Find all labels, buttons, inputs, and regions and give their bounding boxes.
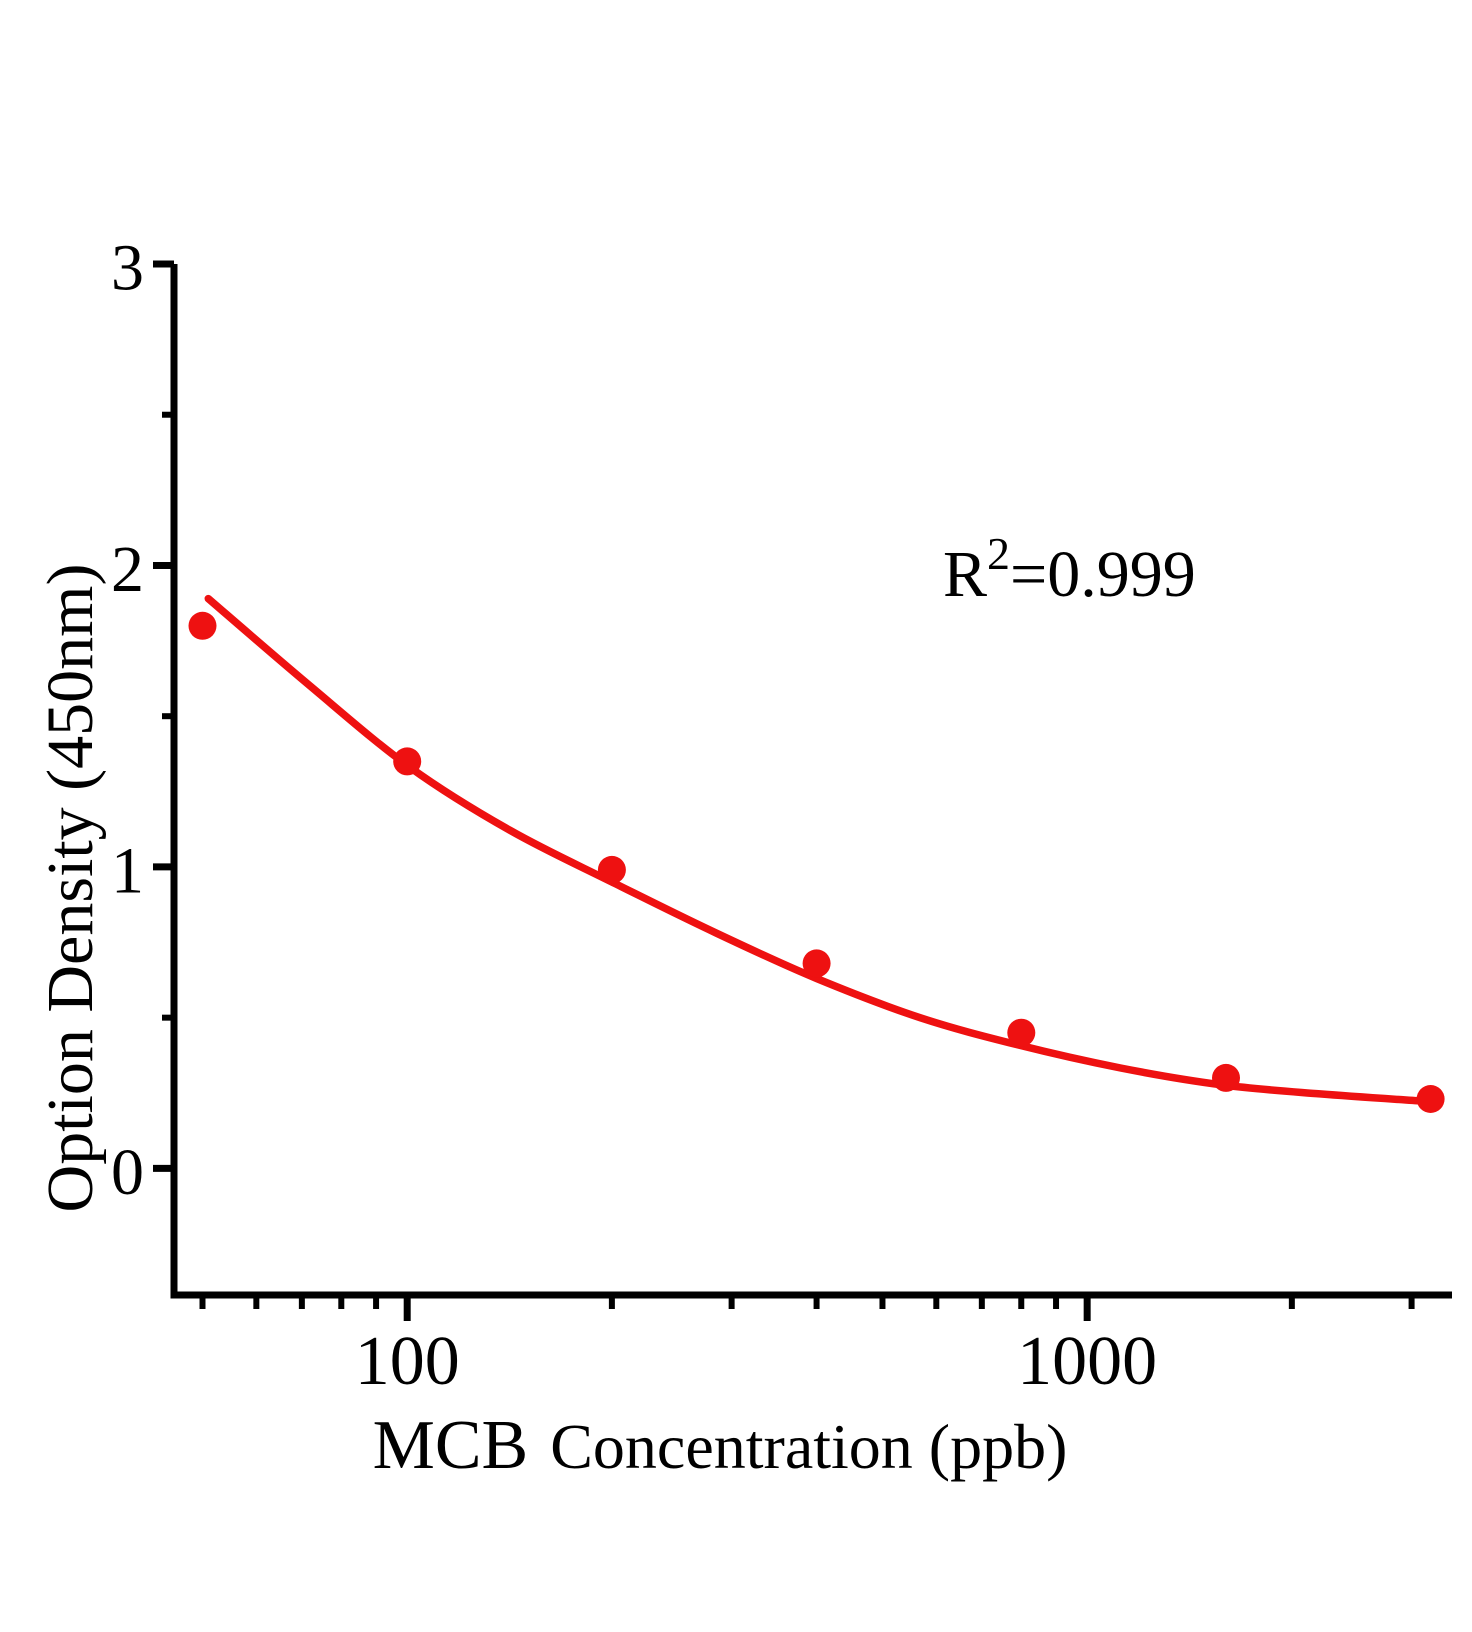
y-tick-label: 2 [111,533,144,606]
x-axis-title: MCB Concentration (ppb) [373,1407,1068,1484]
data-point [393,747,422,776]
data-point [1212,1063,1240,1092]
axes-layer [170,264,1452,1299]
y-tick-label: 1 [111,834,144,907]
y-axis-title: Option Density (450nm) [40,564,107,1213]
point-layer [188,611,1445,1113]
x-tick-label: 1000 [1017,1323,1157,1400]
axis-lines [170,264,1452,1299]
text-layer: MCB Concentration (ppb) Option Density (45… [40,528,1196,1484]
data-point [188,611,217,640]
x-tick-label: 100 [355,1323,460,1400]
chart-svg: 0 1 2 3 100 1000 MCB Concentration (ppb) Option… [40,232,1452,1484]
curve-layer [204,594,1428,1105]
data-point [597,855,626,884]
tick-label-layer: 0 1 2 3 100 1000 [111,232,1157,1401]
y-tick-label: 3 [111,232,144,305]
data-point [802,949,831,978]
data-point [1007,1018,1036,1047]
r-squared-annotation: R2=0.999 [943,528,1196,611]
y-tick-label: 0 [111,1136,144,1209]
fit-curve-line [204,594,1428,1105]
standard-curve-figure: 0 1 2 3 100 1000 MCB Concentration (ppb) Option… [40,16,1472,1616]
data-point [1416,1085,1445,1113]
tick-layer [153,260,1415,1321]
